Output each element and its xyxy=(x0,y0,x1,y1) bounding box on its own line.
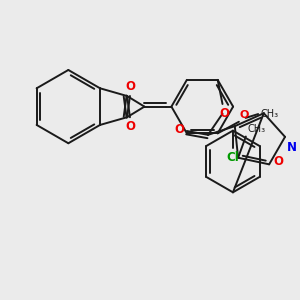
Text: O: O xyxy=(125,120,135,133)
Text: CH₃: CH₃ xyxy=(248,124,266,134)
Text: O: O xyxy=(273,155,283,168)
Text: O: O xyxy=(125,80,135,93)
Text: Cl: Cl xyxy=(226,151,239,164)
Text: O: O xyxy=(174,123,184,136)
Text: N: N xyxy=(287,141,297,154)
Text: O: O xyxy=(219,107,230,120)
Text: CH₃: CH₃ xyxy=(260,109,278,119)
Text: O: O xyxy=(240,110,249,120)
